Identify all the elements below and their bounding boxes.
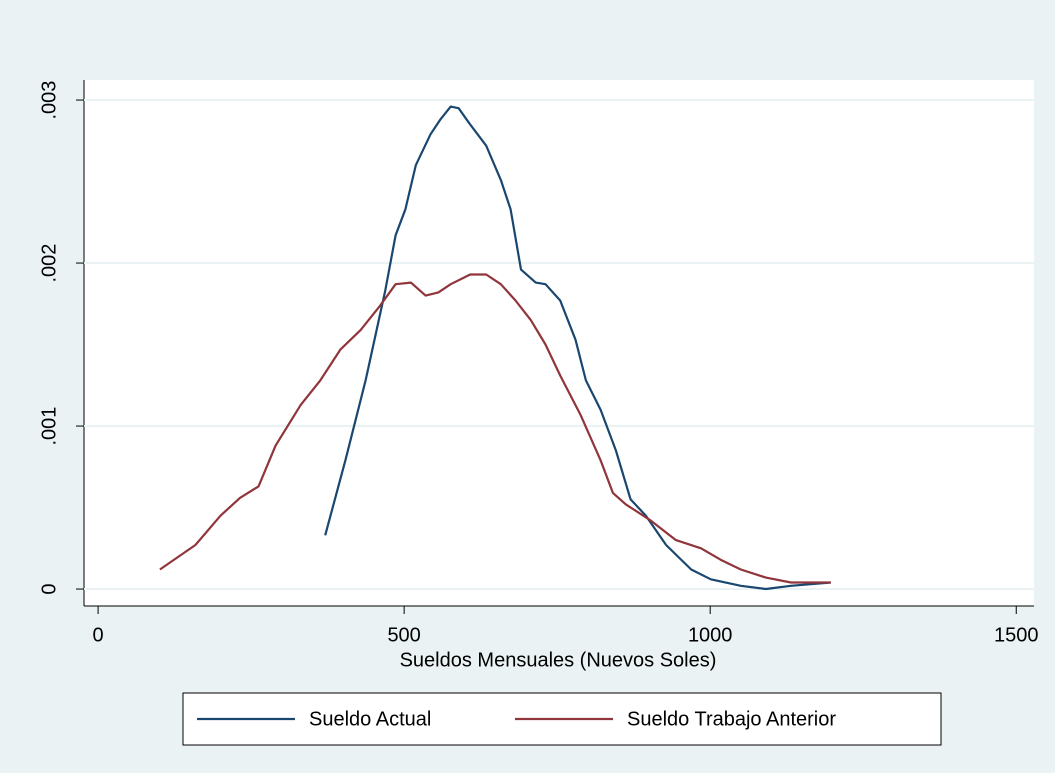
- legend-label: Sueldo Actual: [309, 708, 431, 730]
- line-series: [324, 105, 831, 591]
- x-axis-title: Sueldos Mensuales (Nuevos Soles): [400, 649, 717, 671]
- y-tick-label: .002: [38, 244, 60, 283]
- x-tick-label: 0: [93, 624, 104, 646]
- y-tick-label: .001: [38, 407, 60, 446]
- x-tick-label: 1000: [688, 624, 733, 646]
- y-tick-label: 0: [38, 583, 60, 594]
- x-tick-label: 500: [387, 624, 420, 646]
- line-series: [159, 273, 831, 584]
- y-tick-label: .003: [38, 81, 60, 120]
- plot-area: [84, 80, 1034, 606]
- legend-label: Sueldo Trabajo Anterior: [627, 708, 836, 730]
- x-tick-label: 1500: [994, 624, 1039, 646]
